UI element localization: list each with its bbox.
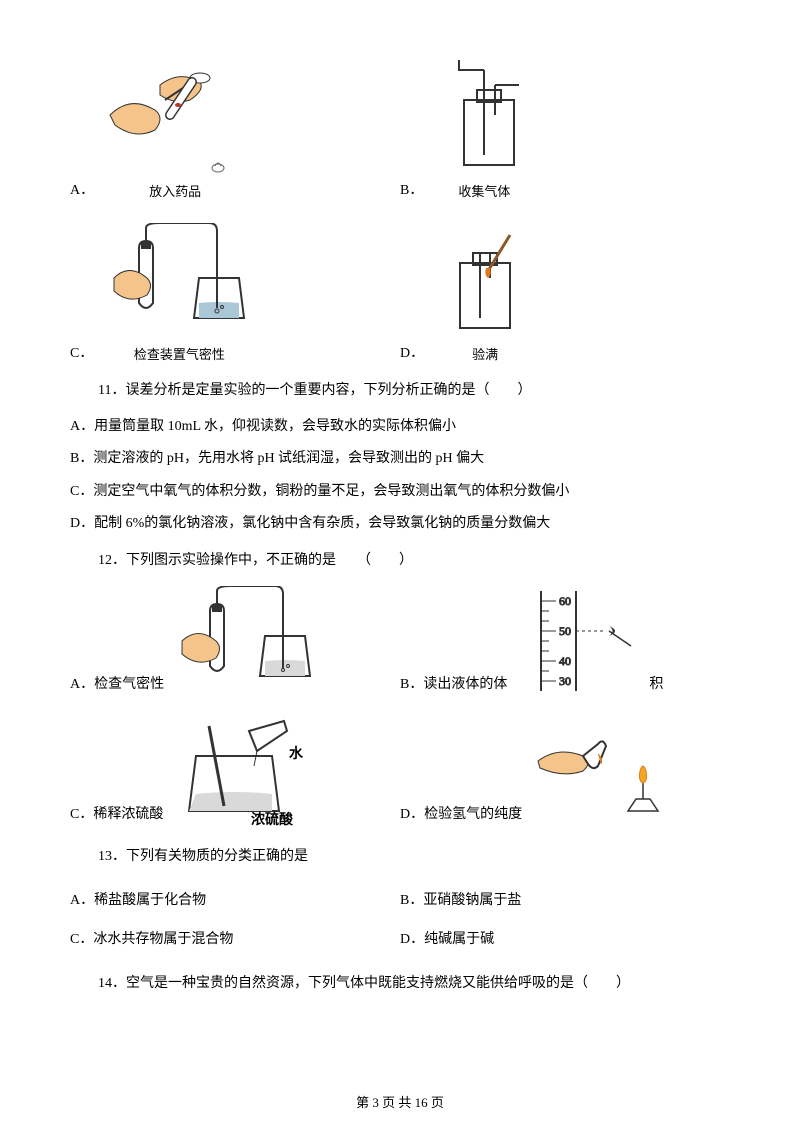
q10-opt-D: D． 验满	[400, 223, 540, 366]
q10-A-figure: 放入药品	[100, 60, 250, 203]
q12-D-figure	[528, 726, 678, 826]
q13-stem: 13．下列有关物质的分类正确的是	[70, 846, 730, 868]
page-footer: 第 3 页 共 16 页	[0, 1093, 800, 1114]
q12-C-figure: 水 浓硫酸	[169, 716, 339, 826]
q10-D-label: D．	[400, 343, 424, 365]
svg-text:40: 40	[559, 654, 571, 668]
q11-A: A．用量筒量取 10mL 水，仰视读数，会导致水的实际体积偏小	[70, 416, 730, 438]
read-volume-icon: 60 50 40 30	[521, 586, 641, 696]
q11-stem: 11．误差分析是定量实验的一个重要内容，下列分析正确的是（ ）	[70, 380, 730, 402]
q10-row2: C． 检查装置气密性 D．	[70, 223, 730, 366]
airtight-check-icon	[99, 223, 259, 343]
q13-D: D．纯碱属于碱	[400, 929, 730, 951]
q10-D-caption: 验满	[430, 345, 540, 366]
q12-A-label: A．检查气密性	[70, 674, 164, 696]
q13-B: B．亚硝酸钠属于盐	[400, 890, 730, 912]
q10-opt-B: B． 收集气体	[400, 60, 539, 203]
q12-A-figure	[170, 586, 330, 696]
q10-opt-C: C． 检查装置气密性	[70, 223, 400, 366]
page: A． 放入药品 B．	[0, 0, 800, 1132]
pour-medicine-icon	[100, 60, 250, 180]
q10-C-label: C．	[70, 343, 93, 365]
svg-text:水: 水	[289, 745, 304, 762]
q12-B-label: B．读出液体的体	[400, 674, 507, 696]
q12-C-label: C．稀释浓硫酸	[70, 804, 163, 826]
q10-B-caption: 收集气体	[429, 182, 539, 203]
q12-stem: 12．下列图示实验操作中，不正确的是 （ ）	[70, 550, 730, 572]
q10-row1: A． 放入药品 B．	[70, 60, 730, 203]
q12-opt-B: B．读出液体的体 60 50 40 30	[400, 586, 663, 696]
q10-opt-A: A． 放入药品	[70, 60, 400, 203]
q10-C-caption: 检查装置气密性	[99, 345, 259, 366]
hydrogen-purity-icon	[528, 726, 678, 826]
svg-text:60: 60	[559, 594, 571, 608]
q12-B-figure: 60 50 40 30	[521, 586, 641, 696]
collect-gas-icon	[429, 60, 539, 180]
q10-B-label: B．	[400, 180, 423, 202]
q13-A: A．稀盐酸属于化合物	[70, 890, 400, 912]
q10-A-caption: 放入药品	[100, 182, 250, 203]
q12-opt-D: D．检验氢气的纯度	[400, 726, 678, 826]
q10-B-figure: 收集气体	[429, 60, 539, 203]
q13-options: A．稀盐酸属于化合物 B．亚硝酸钠属于盐 C．冰水共存物属于混合物 D．纯碱属于…	[70, 882, 730, 959]
dilute-acid-icon: 水 浓硫酸	[169, 716, 339, 826]
svg-text:浓硫酸: 浓硫酸	[251, 811, 294, 826]
q12-opt-A: A．检查气密性	[70, 586, 400, 696]
q12-row2: C．稀释浓硫酸 水 浓硫酸 D．检验氢气的纯度	[70, 716, 730, 826]
q12-opt-C: C．稀释浓硫酸 水 浓硫酸	[70, 716, 400, 826]
q11-C: C．测定空气中氧气的体积分数，铜粉的量不足，会导致测出氧气的体积分数偏小	[70, 481, 730, 503]
q10-C-figure: 检查装置气密性	[99, 223, 259, 366]
q14-stem: 14．空气是一种宝贵的自然资源，下列气体中既能支持燃烧又能供给呼吸的是（ ）	[70, 973, 730, 995]
q12-B-extra: 积	[649, 674, 663, 696]
test-fullness-icon	[430, 223, 540, 343]
q11-B: B．测定溶液的 pH，先用水将 pH 试纸润湿，会导致测出的 pH 偏大	[70, 448, 730, 470]
q13-C: C．冰水共存物属于混合物	[70, 929, 400, 951]
q11-D: D．配制 6%的氯化钠溶液，氯化钠中含有杂质，会导致氯化钠的质量分数偏大	[70, 513, 730, 535]
svg-text:30: 30	[559, 674, 571, 688]
q12-row1: A．检查气密性 B．读出液体的体	[70, 586, 730, 696]
q12-D-label: D．检验氢气的纯度	[400, 804, 522, 826]
airtight-check-2-icon	[170, 586, 330, 696]
q10-A-label: A．	[70, 180, 94, 202]
svg-text:50: 50	[559, 624, 571, 638]
q10-D-figure: 验满	[430, 223, 540, 366]
